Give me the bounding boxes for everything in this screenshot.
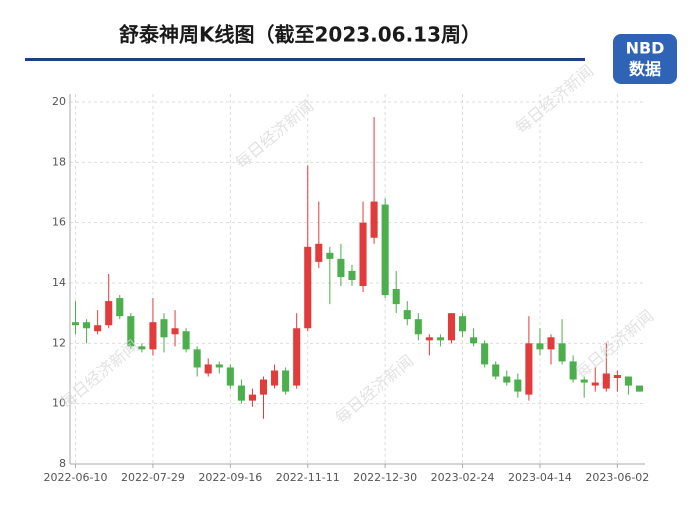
candle-body — [116, 298, 124, 317]
candle-body — [160, 319, 168, 338]
watermark: 每日经济新闻 — [331, 351, 417, 427]
y-tick-label: 10 — [52, 397, 66, 410]
candle-body — [602, 373, 610, 389]
candle-body — [215, 364, 223, 368]
candle-body — [547, 337, 555, 350]
candle-body — [326, 252, 334, 259]
candle-body — [414, 319, 422, 335]
candle-body — [337, 258, 345, 277]
candle-body — [105, 301, 113, 326]
y-tick-label: 14 — [52, 276, 66, 289]
candle-body — [359, 222, 367, 287]
x-tick-label: 2022-12-30 — [353, 471, 417, 484]
candle-body — [558, 343, 566, 362]
y-tick-label: 20 — [52, 95, 66, 108]
candle-body — [470, 337, 478, 344]
candle-body — [248, 394, 256, 401]
x-tick-label: 2023-06-02 — [585, 471, 649, 484]
candle-body — [503, 376, 511, 383]
candle-body — [447, 313, 456, 341]
candle-body — [525, 343, 533, 395]
candle-body — [481, 343, 489, 365]
logo-caption: 数据 — [629, 60, 661, 79]
candle-body — [370, 201, 378, 238]
y-tick-label: 12 — [52, 336, 66, 349]
candle-body — [392, 289, 400, 305]
candle-body — [293, 328, 301, 386]
x-tick-label: 2022-06-10 — [44, 471, 108, 484]
candle-body — [83, 322, 91, 329]
logo-box — [613, 34, 677, 84]
candle-body — [514, 379, 522, 392]
candle-body — [259, 379, 268, 395]
candle-body — [348, 270, 356, 280]
candle-body — [138, 346, 146, 350]
candle-body — [492, 364, 500, 377]
watermark: 每日经济新闻 — [231, 96, 317, 172]
candle-body — [204, 364, 212, 374]
candle-body — [282, 370, 290, 392]
candle-body — [591, 382, 599, 386]
candle-body — [193, 349, 201, 368]
y-tick-label: 8 — [59, 457, 66, 470]
chart-title: 舒泰神周K线图（截至2023.06.13周） — [119, 23, 481, 47]
title-underline — [25, 58, 585, 61]
x-tick-label: 2022-07-29 — [121, 471, 185, 484]
x-tick-label: 2022-09-16 — [198, 471, 262, 484]
candle-body — [569, 361, 577, 380]
logo-brand: NBD — [626, 39, 665, 58]
candle-body — [436, 337, 444, 341]
candle-body — [381, 204, 389, 296]
candle-body — [271, 370, 279, 386]
candle-body — [580, 379, 588, 383]
candle-body — [304, 246, 312, 329]
watermark: 每日经济新闻 — [571, 306, 657, 382]
y-tick-label: 18 — [52, 155, 66, 168]
watermarks: 每日经济新闻 每日经济新闻 每日经济新闻 每日经济新闻 每日经济新闻 — [56, 61, 657, 427]
candle-body — [425, 337, 433, 341]
candle-body — [536, 343, 544, 350]
candle-body — [624, 376, 632, 386]
candle-body — [237, 385, 245, 401]
candle-body — [635, 385, 644, 392]
x-tick-label: 2023-04-14 — [508, 471, 572, 484]
candle-body — [613, 375, 621, 379]
watermark: 每日经济新闻 — [56, 336, 142, 412]
candle-body — [226, 367, 234, 386]
candle-body — [315, 243, 323, 262]
y-tick-label: 16 — [52, 216, 66, 229]
candle-body — [459, 316, 467, 332]
x-tick-label: 2022-11-11 — [276, 471, 340, 484]
watermark: 每日经济新闻 — [511, 61, 597, 137]
candle-body — [182, 331, 190, 350]
candle-body — [71, 322, 80, 326]
logo: NBD 数据 — [613, 34, 677, 84]
candle-body — [149, 322, 157, 350]
candle-body — [127, 316, 135, 347]
candle-body — [94, 325, 102, 332]
x-tick-label: 2023-02-24 — [431, 471, 495, 484]
candle-body — [171, 328, 179, 335]
candle-body — [403, 310, 411, 320]
